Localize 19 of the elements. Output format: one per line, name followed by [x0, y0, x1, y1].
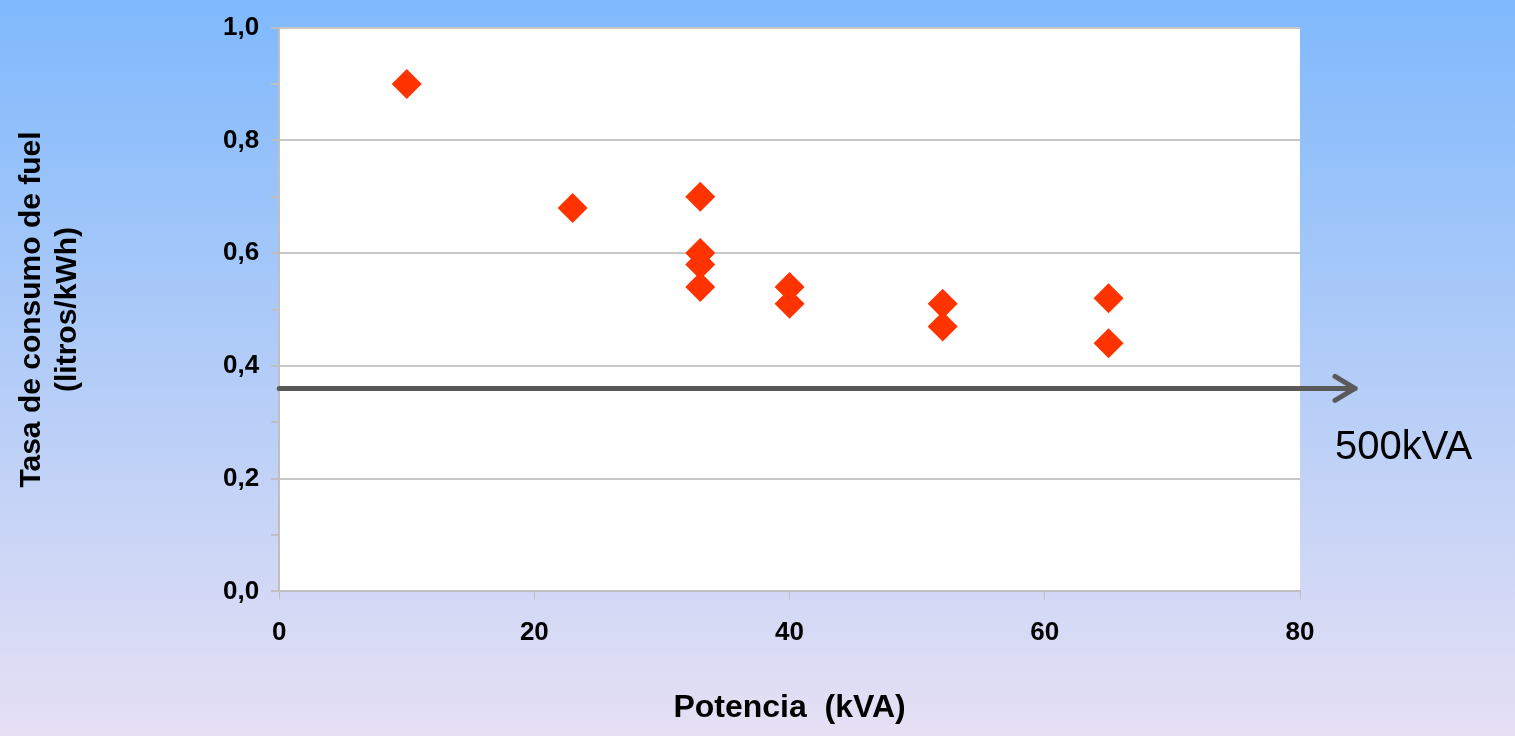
- point: [685, 181, 716, 212]
- y-tick-label: 0,2: [222, 461, 260, 492]
- x-tick-label: 60: [1030, 616, 1060, 647]
- point: [557, 193, 588, 224]
- y-tick-label: 1,0: [222, 10, 260, 41]
- x-tick-label: 20: [519, 616, 549, 647]
- y-tick-label: 0,4: [222, 349, 260, 380]
- x-tick-label: 0: [271, 616, 287, 647]
- y-tick-label: 0,6: [222, 236, 260, 267]
- y-tick-label: 0,0: [222, 574, 260, 605]
- y-axis-title: Tasa de consumo de fuel (litros/kWh): [13, 131, 83, 488]
- legend-label: 500kVA: [1335, 423, 1473, 468]
- point: [1093, 328, 1124, 359]
- y-tick-label: 0,8: [222, 123, 260, 154]
- x-axis-title: Potencia (kVA): [673, 687, 906, 724]
- x-tick-label: 80: [1285, 616, 1315, 647]
- point: [1093, 283, 1124, 314]
- point: [391, 68, 422, 99]
- x-tick-label: 40: [775, 616, 805, 647]
